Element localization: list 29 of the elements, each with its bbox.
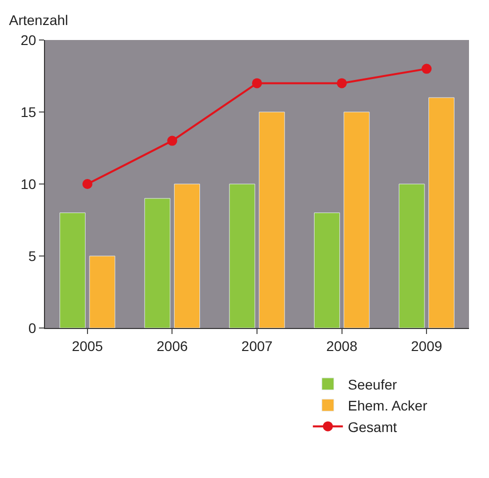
y-tick-label: 15 (20, 104, 36, 120)
bar (174, 184, 200, 328)
point (252, 78, 262, 88)
x-tick-label: 2008 (326, 338, 358, 354)
x-tick-label: 2005 (72, 338, 104, 354)
legend-label: Seeufer (348, 376, 398, 392)
point (422, 64, 432, 74)
point (336, 78, 347, 88)
bar (398, 184, 425, 328)
bar (89, 256, 116, 328)
y-tick-label: 5 (28, 248, 36, 264)
x-tick-label: 2006 (156, 338, 188, 354)
point (82, 179, 92, 189)
x-tick-label: 2009 (411, 338, 442, 354)
y-tick-label: 0 (28, 320, 36, 336)
bar (344, 112, 370, 328)
bar (314, 212, 340, 328)
y-tick-label: 10 (20, 176, 36, 192)
bar (60, 212, 86, 328)
y-tick-label: 20 (20, 32, 36, 48)
bar (258, 112, 285, 328)
legend-label: Gesamt (348, 418, 398, 435)
bar (229, 184, 256, 328)
legend-label: Ehem. Acker (348, 398, 428, 414)
bar (144, 198, 170, 328)
x-tick-label: 2007 (241, 338, 273, 354)
point (167, 136, 178, 146)
y-axis-title: Artenzahl (9, 12, 68, 28)
bar (428, 97, 454, 328)
